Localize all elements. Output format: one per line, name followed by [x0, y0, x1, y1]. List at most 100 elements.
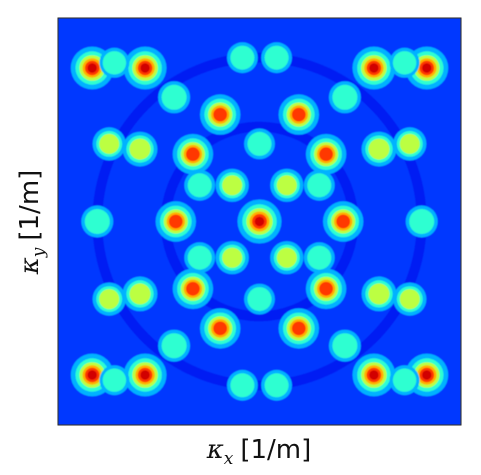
heatmap-peak	[393, 127, 427, 161]
peak-contour	[187, 245, 212, 270]
heatmap-peak	[123, 353, 167, 397]
heatmap-peak	[184, 169, 216, 201]
heatmap-peak	[261, 369, 292, 401]
plot-area	[57, 17, 462, 426]
heatmap-image	[58, 18, 461, 425]
x-axis-label-unit: [1/m]	[240, 435, 311, 465]
peak-contour	[129, 283, 151, 305]
heatmap-peak	[328, 329, 361, 362]
heatmap-peak	[244, 283, 275, 315]
heatmap-peak	[122, 276, 158, 312]
heatmap-peak	[122, 131, 158, 167]
y-axis-label-symbol: κ	[15, 257, 45, 275]
heatmap-peak	[352, 353, 396, 397]
peak-contour	[186, 281, 200, 296]
heatmap-peak	[155, 201, 196, 242]
peak-contour	[307, 245, 332, 270]
heatmap-peak	[393, 282, 427, 316]
peak-contour	[291, 107, 306, 122]
heatmap-peak	[92, 282, 126, 316]
heatmap-peak	[361, 276, 397, 312]
heatmap-peak	[270, 241, 304, 275]
peak-contour	[230, 45, 255, 70]
peak-contour	[392, 51, 417, 75]
peak-contour	[422, 63, 432, 73]
peak-contour	[254, 216, 265, 227]
peak-contour	[187, 173, 212, 198]
peak-contour	[336, 214, 351, 229]
heatmap-peak	[237, 199, 282, 244]
heatmap-peak	[323, 201, 364, 242]
x-axis-label: κx [1/m]	[206, 435, 312, 469]
peak-contour	[161, 333, 187, 359]
peak-contour	[276, 247, 297, 268]
peak-contour	[332, 333, 358, 359]
peak-contour	[213, 107, 228, 122]
heatmap-peak	[278, 308, 319, 349]
heatmap-peak	[158, 329, 191, 362]
peak-contour	[307, 173, 332, 198]
heatmap-peak	[215, 168, 249, 202]
heatmap-peak	[405, 46, 449, 90]
heatmap-peak	[172, 268, 214, 309]
heatmap-peak	[389, 365, 420, 396]
heatmap-peak	[303, 169, 335, 201]
y-axis-label: κy [1/m]	[15, 170, 49, 276]
peak-contour	[102, 51, 127, 75]
peak-contour	[87, 370, 97, 380]
heatmap-peak	[405, 205, 438, 238]
peak-contour	[422, 370, 432, 380]
heatmap-peak	[352, 46, 396, 90]
heatmap-peak	[123, 46, 167, 90]
peak-contour	[213, 321, 228, 336]
heatmap-peak	[172, 134, 214, 175]
heatmap-peak	[215, 241, 249, 275]
peak-contour	[161, 84, 187, 110]
heatmap-peak	[270, 168, 304, 202]
heatmap-peak	[244, 128, 275, 160]
peak-contour	[230, 373, 255, 398]
heatmap-peak	[261, 42, 292, 74]
heatmap-peak	[99, 365, 130, 396]
heatmap-peak	[303, 242, 335, 274]
peak-contour	[247, 287, 272, 312]
heatmap-peak	[361, 131, 397, 167]
peak-contour	[392, 368, 417, 392]
heatmap-peak	[81, 205, 114, 238]
peak-contour	[168, 214, 183, 229]
peak-contour	[264, 45, 289, 70]
peak-contour	[399, 289, 420, 310]
heatmap-peak	[158, 81, 191, 114]
heatmap-peak	[184, 242, 216, 274]
peak-contour	[140, 63, 150, 73]
peak-contour	[399, 133, 420, 154]
peak-contour	[368, 138, 390, 160]
peak-contour	[129, 138, 151, 160]
heatmap-peak	[227, 369, 258, 401]
x-axis-label-subscript: x	[224, 449, 234, 469]
heatmap-peak	[200, 94, 241, 135]
plot-frame	[57, 17, 462, 426]
peak-contour	[222, 175, 243, 196]
peak-contour	[222, 247, 243, 268]
peak-contour	[332, 84, 358, 110]
peak-contour	[409, 209, 435, 234]
peak-contour	[99, 289, 120, 310]
peak-contour	[186, 147, 200, 162]
heatmap-peak	[305, 134, 347, 175]
peak-contour	[319, 281, 333, 296]
heatmap-peak	[92, 127, 126, 161]
heatmap-peak	[99, 47, 130, 78]
peak-contour	[87, 63, 97, 73]
peak-contour	[140, 370, 150, 380]
peak-contour	[247, 131, 272, 156]
heatmap-peak	[278, 94, 319, 135]
x-axis-label-symbol: κ	[206, 435, 224, 465]
heatmap-peak	[389, 47, 420, 78]
peak-contour	[368, 283, 390, 305]
peak-contour	[102, 368, 127, 392]
heatmap-peak	[305, 268, 347, 309]
peak-contour	[99, 133, 120, 154]
heatmap-peak	[227, 42, 258, 74]
